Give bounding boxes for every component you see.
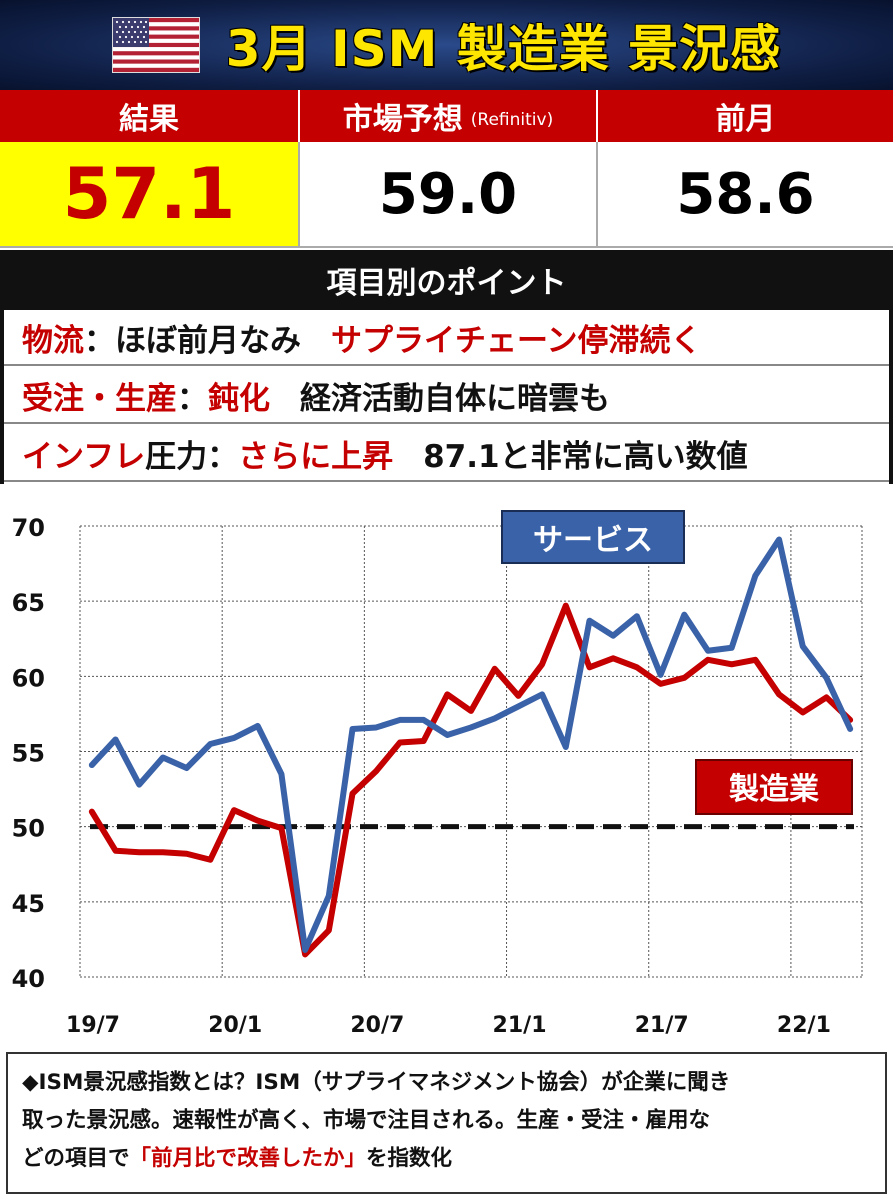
forecast-source: (Refinitiv)	[470, 110, 554, 130]
point-row-inflation: インフレ 圧力 ： さらに上昇 87.1と非常に高い数値	[0, 426, 893, 482]
manufacturing-label-box	[695, 759, 853, 815]
footer-line-1: ◆ISM景況感指数とは？ISM（サプライマネジメント協会）が企業に聞き	[22, 1070, 731, 1095]
x-tick-label: 21/7	[635, 1013, 689, 1038]
footer-line-3-highlight: 「前月比で改善したか」	[129, 1146, 367, 1171]
x-tick-label: 22/1	[777, 1013, 831, 1038]
point-status: さらに上昇	[238, 438, 394, 475]
line-chart: 40 45 50 55 60 65 70 19/7 20/1 20/7 21/1 21/7 22/1 サー…	[0, 484, 893, 1050]
point-note: サプライチェーン停滞続く	[331, 322, 702, 359]
x-tick-label: 20/1	[208, 1013, 262, 1038]
previous-column: 前月 58.6	[598, 90, 893, 248]
point-key: 物流	[22, 322, 84, 359]
previous-label: 前月	[598, 90, 893, 142]
point-sep: ：	[207, 438, 239, 475]
y-tick-label: 70	[12, 514, 45, 542]
summary-table: 結果 57.1 市場予想 (Refinitiv) 59.0 前月 58.6	[0, 90, 893, 248]
services-label-box	[501, 510, 685, 564]
forecast-header: 市場予想 (Refinitiv)	[300, 90, 598, 142]
y-tick-label: 65	[12, 589, 45, 617]
services-label: サービス	[533, 523, 653, 558]
footer-line-2: 取った景況感。速報性が高く、市場で注目される。生産・受注・雇用な	[22, 1108, 711, 1133]
point-status: ほぼ前月なみ	[115, 322, 301, 359]
header-banner: 3月 ISM 製造業 景況感	[0, 0, 893, 90]
points-heading: 項目別のポイント	[0, 250, 893, 310]
result-column: 結果 57.1	[0, 90, 300, 248]
result-value: 57.1	[0, 142, 300, 248]
us-flag-icon	[111, 17, 200, 73]
point-sep: ：	[84, 322, 115, 359]
point-note: 経済活動自体に暗雲も	[300, 380, 610, 417]
services-series-line	[88, 536, 854, 953]
point-key: 受注・生産	[22, 380, 177, 417]
y-tick-label: 55	[12, 740, 45, 768]
point-sep: ：	[177, 380, 208, 417]
chart-svg: 40 45 50 55 60 65 70 19/7 20/1 20/7 21/1 21/7 22/1 サー…	[12, 510, 863, 1038]
x-tick-label: 21/1	[493, 1013, 547, 1038]
point-status: 鈍化	[208, 380, 270, 417]
result-label: 結果	[0, 90, 300, 142]
forecast-column: 市場予想 (Refinitiv) 59.0	[300, 90, 598, 248]
point-note: 87.1と非常に高い数値	[423, 438, 748, 475]
footer-note: ◆ISM景況感指数とは？ISM（サプライマネジメント協会）が企業に聞き 取った景…	[6, 1052, 887, 1194]
previous-value: 58.6	[598, 142, 893, 248]
y-tick-label: 45	[12, 890, 45, 918]
point-row-orders: 受注・生産 ： 鈍化 経済活動自体に暗雲も	[0, 368, 893, 424]
point-key: インフレ	[22, 438, 146, 475]
page-title: 3月 ISM 製造業 景況感	[225, 20, 782, 78]
footer-line-3: どの項目で「前月比で改善したか」を指数化	[22, 1140, 871, 1178]
point-key-rest: 圧力	[145, 438, 208, 475]
x-tick-label: 19/7	[66, 1013, 120, 1038]
forecast-value: 59.0	[300, 142, 598, 248]
y-tick-label: 40	[12, 965, 45, 993]
y-tick-label: 60	[12, 664, 45, 692]
manufacturing-series-line	[88, 602, 854, 958]
point-row-logistics: 物流 ： ほぼ前月なみ サプライチェーン停滞続く	[0, 310, 893, 366]
manufacturing-label: 製造業	[729, 772, 819, 807]
footer-line-3-post: を指数化	[366, 1146, 453, 1171]
y-tick-label: 50	[12, 815, 45, 843]
x-tick-label: 20/7	[350, 1013, 404, 1038]
footer-line-3-pre: どの項目で	[22, 1146, 130, 1171]
forecast-label: 市場予想	[342, 102, 463, 137]
